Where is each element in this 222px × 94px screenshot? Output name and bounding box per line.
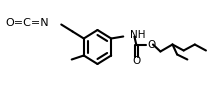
Text: O: O xyxy=(132,55,140,66)
Text: O: O xyxy=(147,39,155,50)
Text: O=C=N: O=C=N xyxy=(6,19,49,28)
Text: NH: NH xyxy=(130,30,145,41)
